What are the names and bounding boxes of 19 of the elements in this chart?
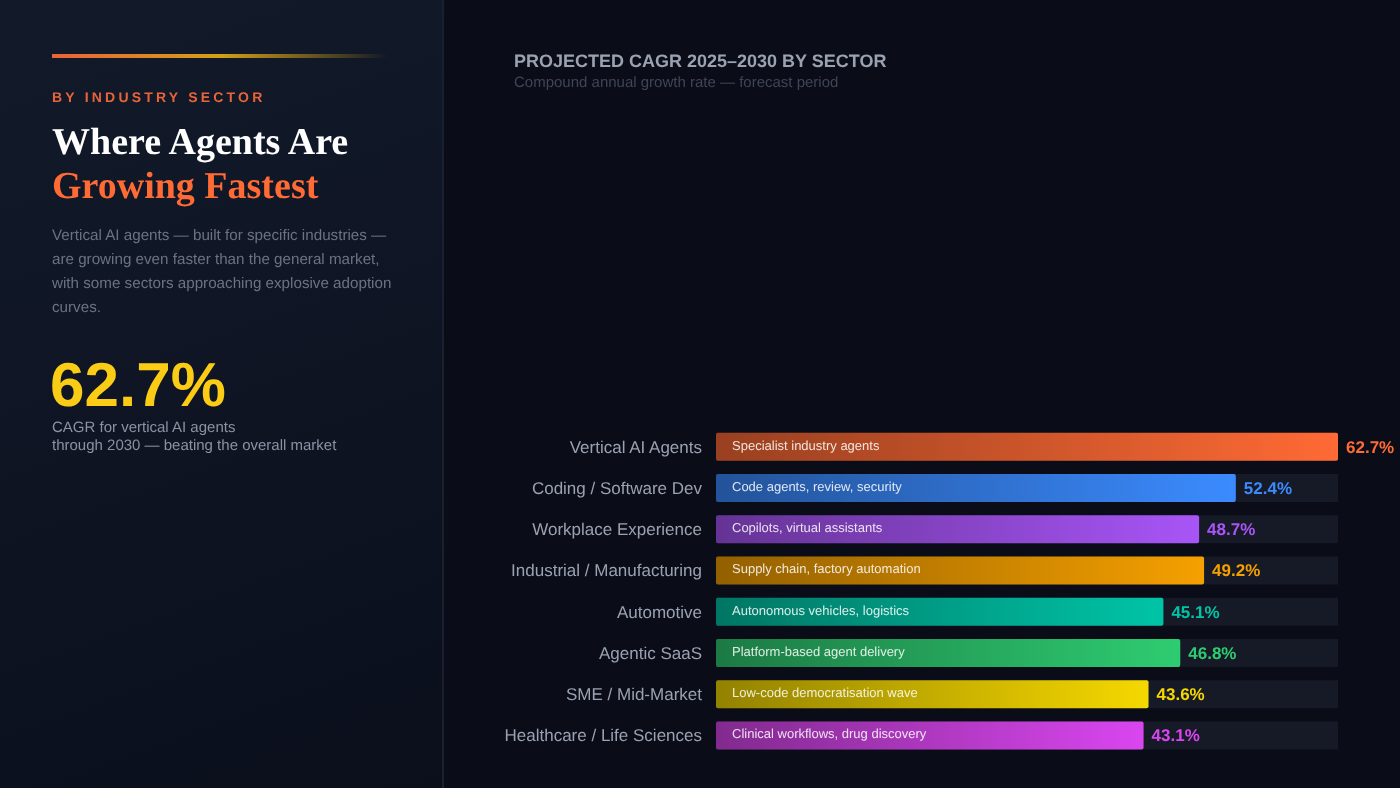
data-label: 62.7% xyxy=(1346,436,1396,457)
data-label: 43.6% xyxy=(1156,684,1206,705)
data-label: 45.1% xyxy=(1171,601,1221,622)
y-tick-label: Workplace Experience xyxy=(532,519,703,540)
y-tick-label: SME / Mid-Market xyxy=(565,684,704,705)
text: Where Agents Are Growing Fastest xyxy=(52,122,349,208)
y-tick-label: Vertical AI Agents xyxy=(569,436,702,457)
data-label: 49.2% xyxy=(1212,560,1262,581)
data-label: 46.8% xyxy=(1188,642,1238,663)
y-tick-label: Healthcare / Life Sciences xyxy=(504,725,702,746)
y-tick-label: Agentic SaaS xyxy=(598,642,703,663)
data-label: 52.4% xyxy=(1243,477,1293,498)
y-tick-label: Industrial / Manufacturing xyxy=(511,560,703,581)
y-tick-label: Automotive xyxy=(616,601,703,622)
data-label: 43.1% xyxy=(1151,725,1201,746)
chart-title: PROJECTED CAGR 2025–2030 BY SECTOR xyxy=(514,51,888,71)
data-label: 48.7% xyxy=(1207,519,1257,540)
y-tick-label: Coding / Software Dev xyxy=(531,477,704,498)
text: 62.7% xyxy=(50,350,226,421)
